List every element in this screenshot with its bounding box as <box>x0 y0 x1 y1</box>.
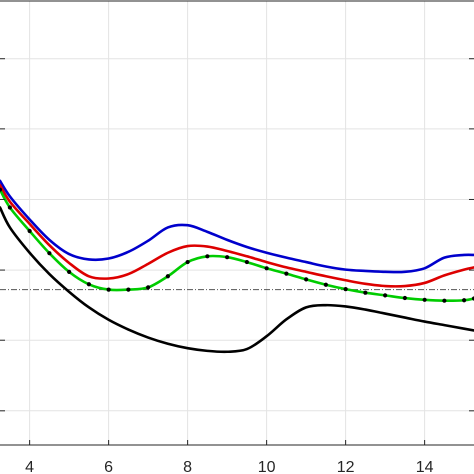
x-tick-label-0: 4 <box>25 459 34 474</box>
series-2-point-12 <box>225 255 230 260</box>
series-2-point-4 <box>67 269 72 274</box>
series-2-point-7 <box>126 287 131 292</box>
series-2-point-19 <box>363 290 368 295</box>
series-2-point-10 <box>185 259 190 265</box>
series-line-0 <box>0 179 474 274</box>
axes <box>0 0 474 446</box>
series-2-point-25 <box>471 296 474 301</box>
series-2-point-18 <box>343 287 348 292</box>
series-2-point-13 <box>244 259 249 265</box>
marker-layer <box>0 187 474 303</box>
series-2-point-23 <box>442 298 447 303</box>
series-line-1 <box>0 183 474 288</box>
series-2-point-9 <box>165 274 170 279</box>
x-tick-label-2: 8 <box>183 459 192 474</box>
series-2-point-20 <box>383 293 388 298</box>
series-2-point-14 <box>264 266 269 271</box>
series-2-point-22 <box>422 297 427 302</box>
series-2-point-11 <box>205 254 210 259</box>
series-2-point-1 <box>7 205 12 210</box>
series-2-point-5 <box>86 282 91 287</box>
series-2-point-16 <box>304 277 309 282</box>
series-2-point-2 <box>27 228 32 234</box>
series-2-point-21 <box>402 295 407 301</box>
series-2-point-24 <box>462 298 467 303</box>
series-line-3 <box>0 206 474 354</box>
series-2-point-6 <box>106 287 111 292</box>
series-2-point-8 <box>146 285 151 290</box>
grid-lines <box>0 1 474 445</box>
x-tick-label-3: 10 <box>258 459 276 474</box>
series-2-point-17 <box>323 282 328 287</box>
x-tick-label-5: 14 <box>416 459 434 474</box>
series-2-point-15 <box>284 271 289 276</box>
tick-layer: 4 6 8 10 12 14 <box>0 58 474 474</box>
series-2-point-3 <box>47 251 52 256</box>
series-2-point-0 <box>0 187 3 192</box>
x-tick-label-1: 6 <box>104 459 113 474</box>
x-tick-label-4: 12 <box>337 459 355 474</box>
